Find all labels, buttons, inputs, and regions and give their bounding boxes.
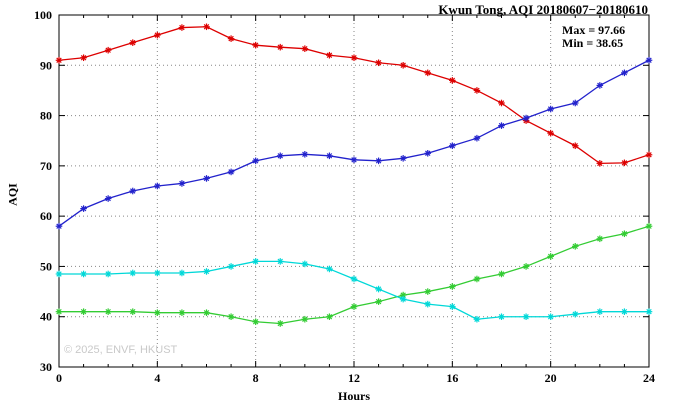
svg-text:30: 30 [40, 360, 52, 374]
y-axis-label: AQI [5, 182, 20, 206]
svg-text:80: 80 [40, 109, 52, 123]
watermark: © 2025, ENVF, HKUST [64, 344, 178, 356]
svg-text:50: 50 [40, 259, 52, 273]
svg-text:90: 90 [40, 58, 52, 72]
svg-text:16: 16 [446, 371, 458, 385]
chart-title: Kwun Tong, AQI 20180607−20180610 [438, 2, 648, 17]
svg-text:12: 12 [348, 371, 360, 385]
svg-text:24: 24 [643, 371, 655, 385]
svg-text:100: 100 [34, 8, 52, 22]
svg-text:0: 0 [56, 371, 62, 385]
svg-text:4: 4 [154, 371, 160, 385]
min-annotation: Min = 38.65 [562, 36, 624, 50]
x-axis-label: Hours [337, 389, 371, 403]
svg-text:8: 8 [253, 371, 259, 385]
svg-text:60: 60 [40, 209, 52, 223]
svg-text:20: 20 [545, 371, 557, 385]
max-annotation: Max = 97.66 [562, 23, 626, 37]
series-cyan [59, 260, 649, 320]
svg-text:40: 40 [40, 310, 52, 324]
svg-text:70: 70 [40, 159, 52, 173]
